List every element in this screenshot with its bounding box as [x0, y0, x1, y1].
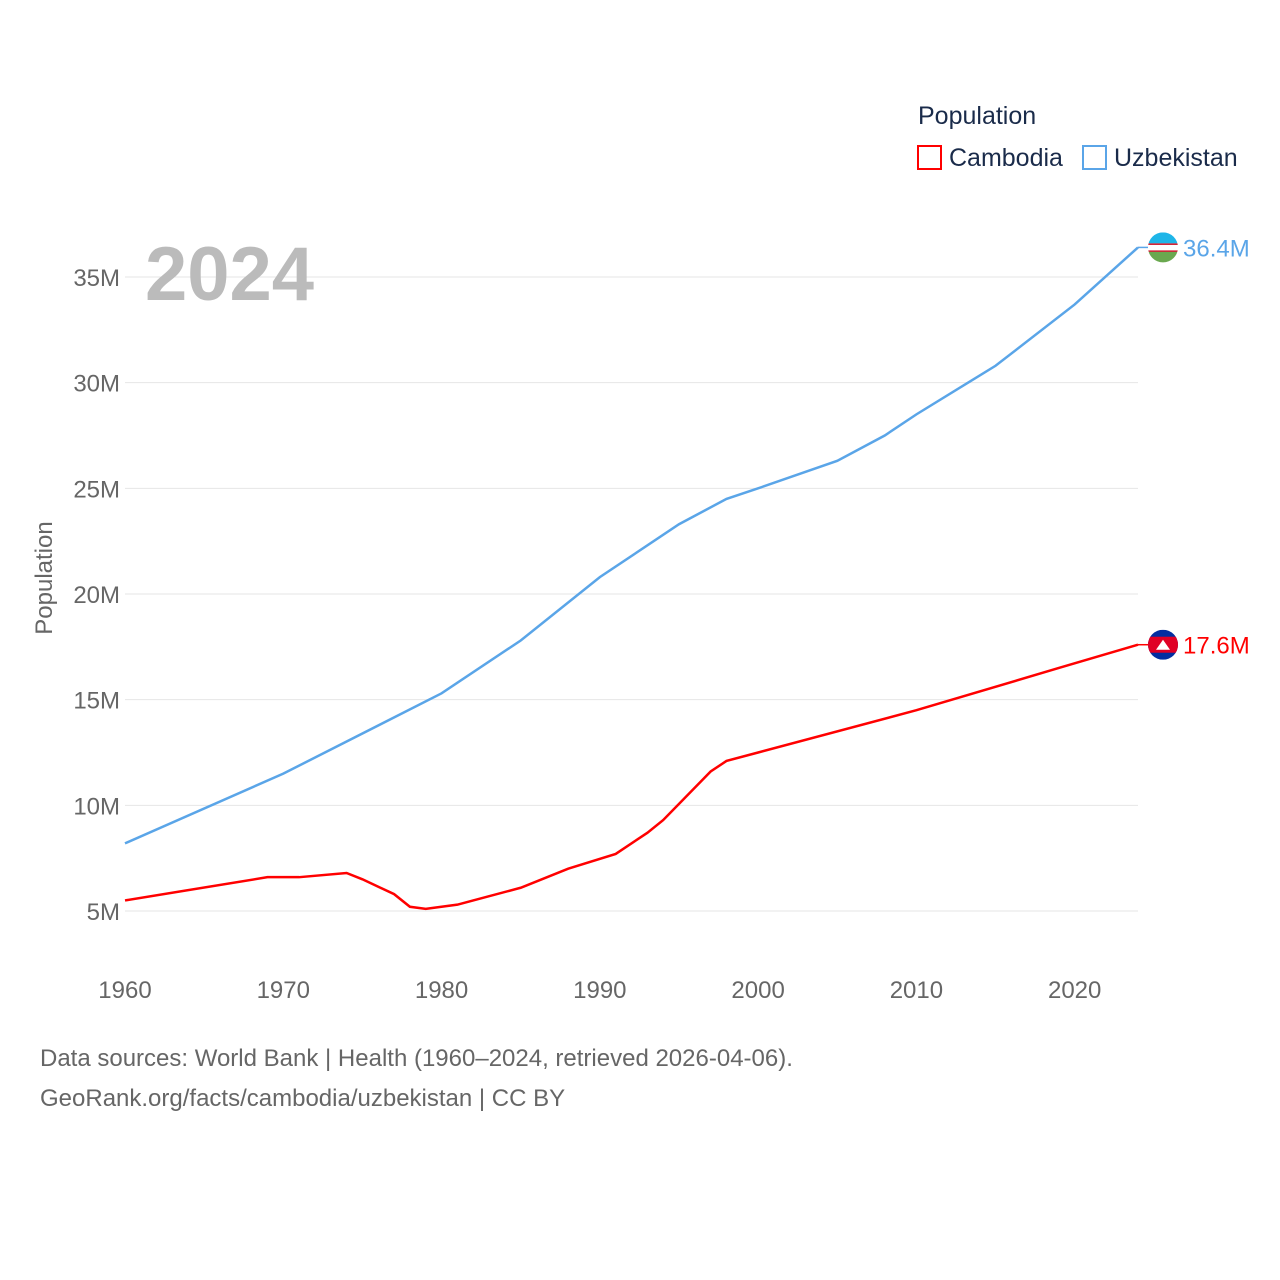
y-tick-label: 20M: [73, 582, 120, 609]
y-tick-label: 10M: [73, 793, 120, 820]
x-tick-label: 1970: [257, 977, 310, 1004]
y-tick-label: 15M: [73, 688, 120, 715]
legend-label-cambodia[interactable]: Cambodia: [949, 144, 1063, 172]
end-value-label-cambodia: 17.6M: [1183, 633, 1250, 660]
y-tick-label: 30M: [73, 371, 120, 398]
x-tick-label: 2020: [1048, 977, 1101, 1004]
x-tick-label: 2000: [731, 977, 784, 1004]
y-tick-label: 25M: [73, 476, 120, 503]
series-line-cambodia: [124, 643, 1139, 911]
x-tick-label: 2010: [890, 977, 943, 1004]
y-tick-label: 5M: [87, 899, 120, 926]
y-tick-label: 35M: [73, 265, 120, 292]
legend-label-uzbekistan[interactable]: Uzbekistan: [1114, 144, 1238, 172]
y-axis-label: Population: [31, 521, 58, 634]
x-tick-label: 1960: [98, 977, 151, 1004]
legend-title: Population: [918, 102, 1036, 130]
legend-swatch-cambodia[interactable]: [917, 145, 942, 170]
attribution-link[interactable]: GeoRank.org/facts/cambodia/uzbekistan | …: [40, 1085, 566, 1112]
uzbekistan-flag-icon: [1148, 232, 1178, 263]
x-tick-label: 1990: [573, 977, 626, 1004]
legend-swatch-uzbekistan[interactable]: [1082, 145, 1107, 170]
series-line-uzbekistan: [124, 246, 1139, 845]
year-label: 2024: [145, 232, 314, 317]
cambodia-flag-icon: [1148, 629, 1178, 660]
x-tick-label: 1980: [415, 977, 468, 1004]
data-source: Data sources: World Bank | Health (1960–…: [40, 1045, 793, 1072]
end-value-label-uzbekistan: 36.4M: [1183, 235, 1250, 262]
